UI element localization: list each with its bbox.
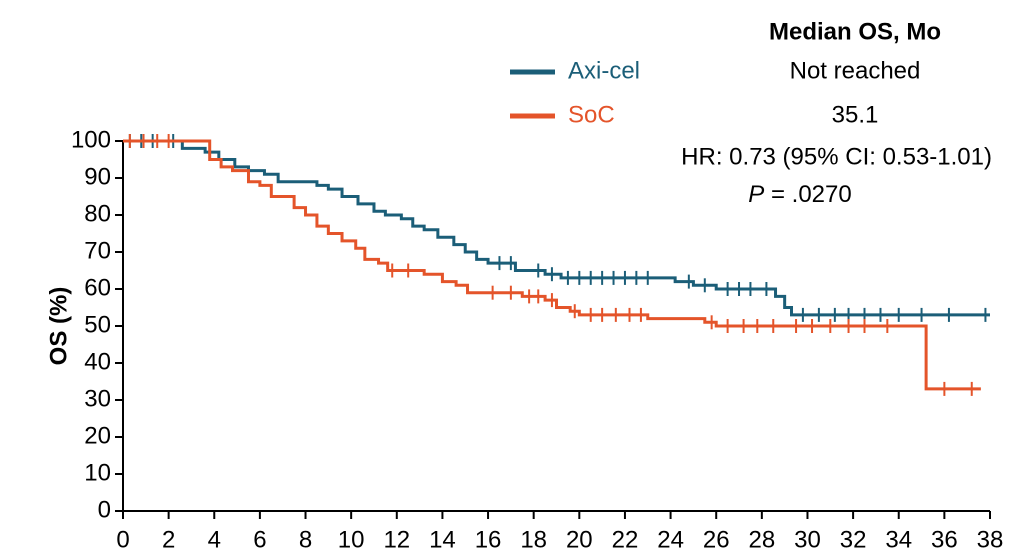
x-tick-label: 4 bbox=[208, 526, 221, 553]
x-tick-label: 30 bbox=[794, 526, 821, 553]
median-value: 35.1 bbox=[832, 101, 879, 128]
x-tick-label: 6 bbox=[253, 526, 266, 553]
x-tick-label: 34 bbox=[885, 526, 912, 553]
y-tick-label: 80 bbox=[84, 200, 111, 227]
x-tick-label: 22 bbox=[612, 526, 639, 553]
x-tick-label: 0 bbox=[116, 526, 129, 553]
median-header: Median OS, Mo bbox=[769, 18, 941, 45]
x-tick-label: 12 bbox=[383, 526, 410, 553]
x-tick-label: 2 bbox=[162, 526, 175, 553]
y-tick-label: 10 bbox=[84, 459, 111, 486]
y-tick-label: 50 bbox=[84, 311, 111, 338]
y-tick-label: 100 bbox=[71, 126, 111, 153]
x-tick-label: 24 bbox=[657, 526, 684, 553]
y-tick-label: 40 bbox=[84, 348, 111, 375]
x-tick-label: 20 bbox=[566, 526, 593, 553]
y-axis-label: OS (%) bbox=[45, 287, 72, 366]
p-text: = .0270 bbox=[764, 181, 851, 208]
y-tick-label: 70 bbox=[84, 237, 111, 264]
y-tick-label: 20 bbox=[84, 422, 111, 449]
x-tick-label: 28 bbox=[748, 526, 775, 553]
x-tick-label: 26 bbox=[703, 526, 730, 553]
survival-curve bbox=[123, 139, 990, 317]
x-tick-label: 16 bbox=[475, 526, 502, 553]
hr-text: HR: 0.73 (95% CI: 0.53-1.01) bbox=[681, 143, 992, 170]
p-value: P = .0270 bbox=[748, 181, 851, 208]
survival-curve bbox=[123, 139, 981, 391]
x-tick-label: 18 bbox=[520, 526, 547, 553]
legend-label: Axi-cel bbox=[568, 57, 640, 84]
x-tick-label: 38 bbox=[977, 526, 1004, 553]
y-tick-label: 0 bbox=[98, 496, 111, 523]
p-label: P bbox=[748, 181, 764, 208]
y-tick-label: 60 bbox=[84, 274, 111, 301]
median-value: Not reached bbox=[790, 57, 921, 84]
x-tick-label: 36 bbox=[931, 526, 958, 553]
x-tick-label: 14 bbox=[429, 526, 456, 553]
legend-label: SoC bbox=[568, 101, 615, 128]
x-tick-label: 32 bbox=[840, 526, 867, 553]
x-tick-label: 10 bbox=[338, 526, 365, 553]
x-tick-label: 8 bbox=[299, 526, 312, 553]
y-tick-label: 90 bbox=[84, 163, 111, 190]
y-tick-label: 30 bbox=[84, 385, 111, 412]
